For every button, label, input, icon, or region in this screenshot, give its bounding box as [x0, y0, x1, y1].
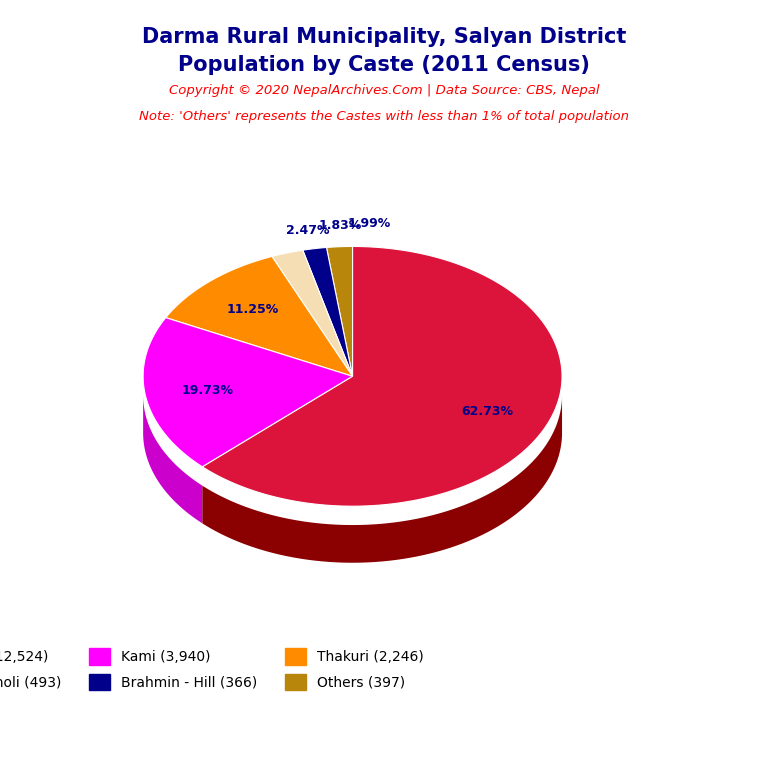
Polygon shape — [166, 257, 353, 376]
Legend: Chhetri (12,524), Damai/Dholi (493), Kami (3,940), Brahmin - Hill (366), Thakuri: Chhetri (12,524), Damai/Dholi (493), Kam… — [0, 643, 429, 696]
Text: Darma Rural Municipality, Salyan District: Darma Rural Municipality, Salyan Distric… — [142, 27, 626, 47]
Text: 11.25%: 11.25% — [227, 303, 279, 316]
Polygon shape — [203, 396, 562, 563]
Polygon shape — [203, 247, 562, 506]
Polygon shape — [143, 318, 353, 467]
Text: Note: 'Others' represents the Castes with less than 1% of total population: Note: 'Others' represents the Castes wit… — [139, 110, 629, 123]
Polygon shape — [272, 250, 353, 376]
Polygon shape — [303, 247, 353, 376]
Text: 62.73%: 62.73% — [462, 406, 514, 419]
Text: Copyright © 2020 NepalArchives.Com | Data Source: CBS, Nepal: Copyright © 2020 NepalArchives.Com | Dat… — [169, 84, 599, 98]
Polygon shape — [326, 247, 353, 376]
Polygon shape — [143, 396, 203, 523]
Text: Population by Caste (2011 Census): Population by Caste (2011 Census) — [178, 55, 590, 75]
Text: 2.47%: 2.47% — [286, 224, 329, 237]
Text: 1.99%: 1.99% — [348, 217, 391, 230]
Text: 19.73%: 19.73% — [182, 383, 233, 396]
Text: 1.83%: 1.83% — [318, 219, 362, 232]
